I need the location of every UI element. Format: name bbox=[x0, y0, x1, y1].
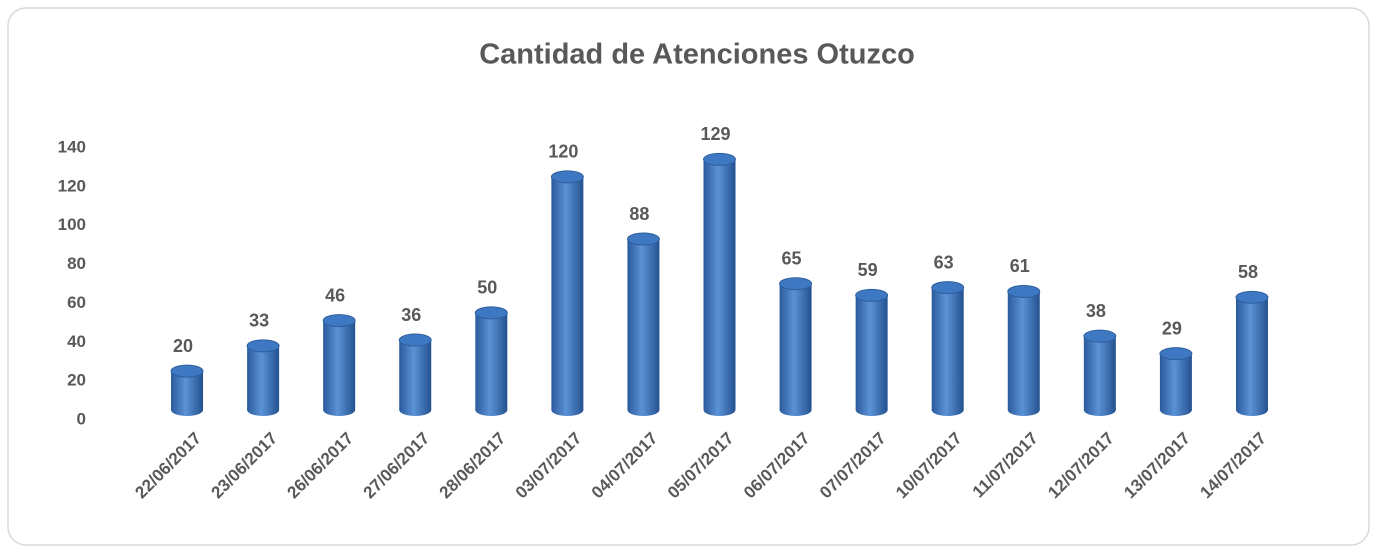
bar bbox=[627, 239, 660, 410]
data-label: 36 bbox=[401, 305, 421, 325]
bar bbox=[399, 340, 432, 410]
y-tick-label: 100 bbox=[58, 215, 86, 234]
y-tick-label: 0 bbox=[77, 409, 86, 428]
bar bbox=[931, 287, 964, 410]
bar bbox=[323, 320, 356, 410]
data-label: 46 bbox=[325, 285, 345, 305]
bar bbox=[1159, 353, 1192, 410]
data-label: 129 bbox=[700, 124, 730, 144]
bar-top bbox=[1083, 329, 1117, 343]
bar-top bbox=[1235, 290, 1269, 304]
data-label: 58 bbox=[1238, 262, 1258, 282]
bar-top bbox=[855, 288, 889, 302]
data-label: 61 bbox=[1010, 256, 1030, 276]
bar bbox=[1235, 297, 1268, 410]
data-label: 33 bbox=[249, 311, 269, 331]
bar-top bbox=[779, 277, 813, 291]
data-label: 38 bbox=[1086, 301, 1106, 321]
y-tick-label: 60 bbox=[67, 293, 86, 312]
data-label: 65 bbox=[782, 248, 802, 268]
bar-top bbox=[246, 339, 280, 353]
data-label: 50 bbox=[477, 278, 497, 298]
data-label: 120 bbox=[548, 142, 578, 162]
y-tick-label: 80 bbox=[67, 254, 86, 273]
y-tick-label: 140 bbox=[58, 137, 86, 156]
bar bbox=[475, 312, 508, 410]
bar bbox=[855, 295, 888, 410]
bar bbox=[703, 159, 736, 410]
data-label: 88 bbox=[629, 204, 649, 224]
bar bbox=[1007, 291, 1040, 410]
bar-top bbox=[1159, 347, 1193, 361]
bar-top bbox=[550, 170, 584, 184]
bar-top bbox=[703, 152, 736, 166]
bar-top bbox=[474, 306, 508, 320]
bar bbox=[779, 283, 812, 410]
data-label: 20 bbox=[173, 336, 193, 356]
y-tick-label: 40 bbox=[67, 332, 86, 351]
bar bbox=[247, 345, 280, 410]
bar-top bbox=[322, 314, 356, 328]
bar bbox=[1083, 336, 1116, 410]
data-label: 59 bbox=[858, 260, 878, 280]
bar-top bbox=[398, 333, 432, 347]
chart-title: Cantidad de Atenciones Otuzco bbox=[479, 39, 915, 71]
bar bbox=[551, 176, 584, 410]
bar-top bbox=[931, 281, 965, 295]
y-tick-label: 20 bbox=[67, 371, 86, 390]
data-label: 63 bbox=[934, 252, 954, 272]
y-tick-label: 120 bbox=[58, 176, 86, 195]
bar-top bbox=[170, 364, 204, 378]
bar-top bbox=[626, 232, 660, 246]
data-label: 29 bbox=[1162, 318, 1182, 338]
bar-top bbox=[1007, 284, 1041, 298]
